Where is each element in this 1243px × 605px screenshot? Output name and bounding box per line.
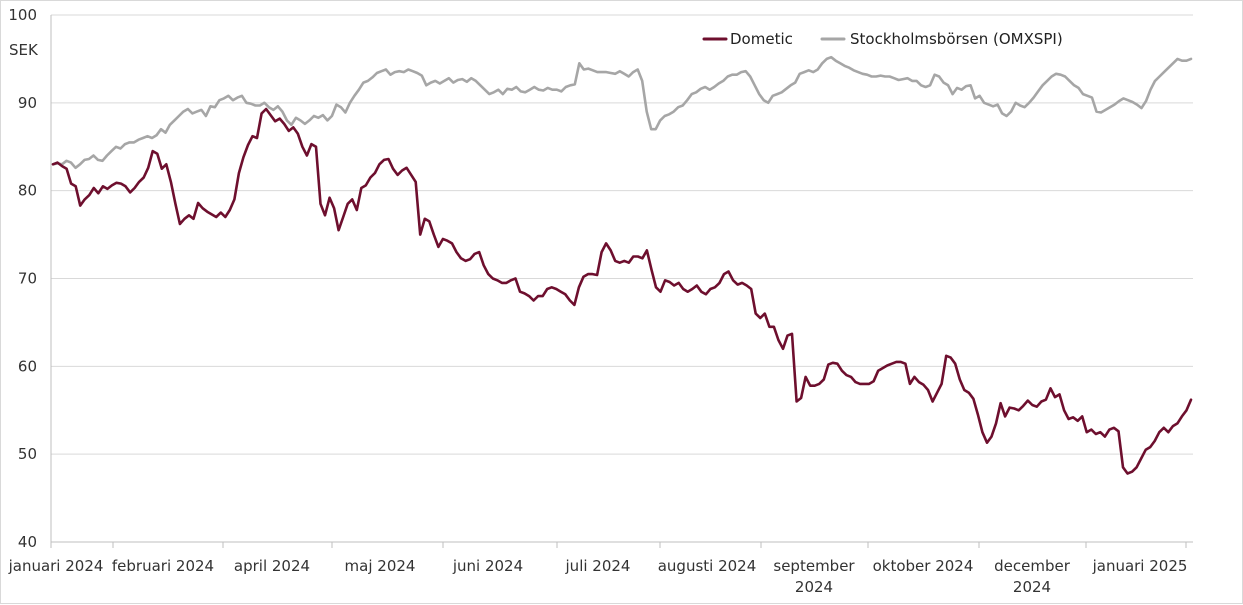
y-axis-label: SEK bbox=[9, 41, 39, 59]
y-tick-label: 70 bbox=[18, 270, 37, 288]
y-tick-label: 90 bbox=[18, 94, 37, 112]
axes bbox=[50, 15, 1193, 548]
series-lines bbox=[51, 55, 1193, 475]
x-axis-ticks: januari 2024 februari 2024 april 2024 maj 2… bbox=[8, 557, 1188, 596]
y-tick-label: 40 bbox=[18, 533, 37, 551]
y-tick-label: 80 bbox=[18, 182, 37, 200]
y-axis-ticks: 40 50 60 70 80 90 100 bbox=[8, 6, 37, 551]
x-tick-label: september 2024 bbox=[773, 557, 855, 596]
x-tick-label: januari 2025 bbox=[1092, 557, 1188, 575]
x-tick-label: juli 2024 bbox=[565, 557, 631, 575]
y-tick-label: 60 bbox=[18, 357, 37, 375]
legend: Dometic Stockholmsbörsen (OMXSPI) bbox=[702, 30, 1063, 48]
series-line-omxspi bbox=[51, 55, 1193, 170]
x-tick-label: oktober 2024 bbox=[873, 557, 974, 575]
x-tick-label: maj 2024 bbox=[345, 557, 416, 575]
y-tick-label: 100 bbox=[8, 6, 37, 24]
y-tick-label: 50 bbox=[18, 445, 37, 463]
x-tick-label: december 2024 bbox=[994, 557, 1071, 596]
legend-label: Dometic bbox=[730, 30, 793, 48]
x-tick-label: april 2024 bbox=[234, 557, 310, 575]
x-tick-label: januari 2024 bbox=[8, 557, 104, 575]
series-line-dometic bbox=[51, 107, 1193, 475]
x-tick-label: juni 2024 bbox=[452, 557, 523, 575]
x-tick-label: augusti 2024 bbox=[658, 557, 757, 575]
legend-label: Stockholmsbörsen (OMXSPI) bbox=[850, 30, 1063, 48]
x-tick-label: februari 2024 bbox=[112, 557, 214, 575]
gridlines bbox=[51, 14, 1193, 455]
